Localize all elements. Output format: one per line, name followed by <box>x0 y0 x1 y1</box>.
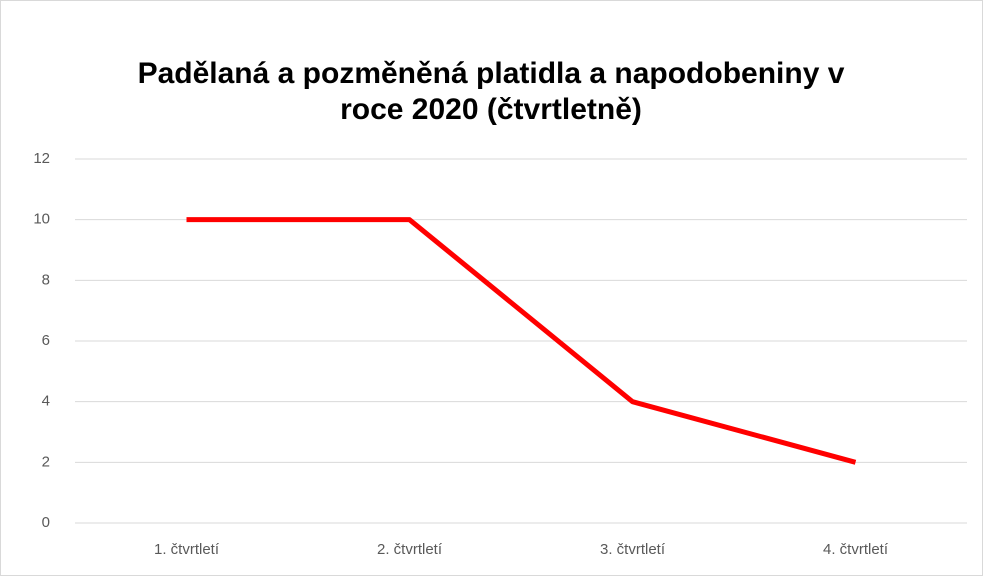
y-tick-label: 8 <box>42 271 50 288</box>
x-tick-label: 3. čtvrtletí <box>600 541 666 558</box>
y-tick-label: 6 <box>42 332 50 349</box>
line <box>186 217 857 465</box>
x-tick-label: 4. čtvrtletí <box>823 541 889 558</box>
y-tick-label: 4 <box>42 393 50 410</box>
y-tick-label: 0 <box>42 514 50 531</box>
x-tick-label: 2. čtvrtletí <box>377 541 443 558</box>
y-tick-label: 10 <box>33 211 50 228</box>
y-tick-label: 12 <box>33 150 50 167</box>
x-tick-label: 1. čtvrtletí <box>154 541 220 558</box>
y-tick-label: 2 <box>42 453 50 470</box>
chart-title: Padělaná a pozměněná platidla a napodobe… <box>138 57 845 126</box>
